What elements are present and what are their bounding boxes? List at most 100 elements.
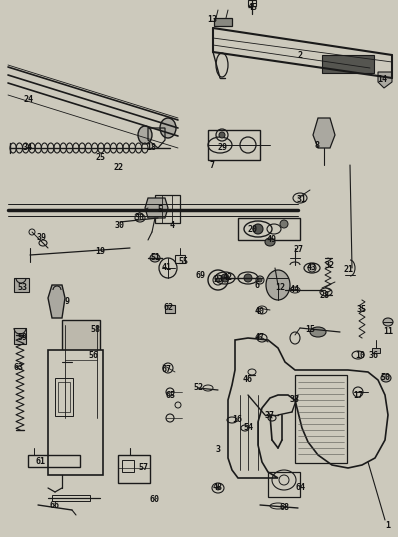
Text: 59: 59 [17, 333, 27, 343]
Ellipse shape [216, 486, 220, 490]
Text: 69: 69 [195, 271, 205, 279]
Text: 36: 36 [369, 351, 379, 359]
Text: 13: 13 [207, 16, 217, 25]
Bar [372, 348, 380, 353]
Bar [155, 195, 180, 223]
Text: 55: 55 [178, 258, 188, 266]
Text: 42: 42 [223, 273, 233, 282]
Polygon shape [48, 285, 65, 318]
Text: 45: 45 [248, 4, 258, 12]
Text: 56: 56 [88, 351, 98, 359]
Bar [48, 350, 103, 475]
Ellipse shape [244, 274, 252, 282]
Text: 16: 16 [232, 416, 242, 425]
Bar [58, 382, 70, 412]
Text: 14: 14 [377, 76, 387, 84]
Ellipse shape [265, 238, 275, 246]
Polygon shape [313, 118, 335, 148]
Ellipse shape [221, 274, 229, 282]
Ellipse shape [138, 126, 152, 144]
Bar [248, 0, 256, 6]
Text: 44: 44 [290, 286, 300, 294]
Text: 9: 9 [64, 297, 70, 307]
Text: 40: 40 [255, 308, 265, 316]
Text: 65: 65 [165, 390, 175, 400]
Ellipse shape [381, 374, 391, 382]
Ellipse shape [308, 264, 316, 272]
Text: 19: 19 [95, 248, 105, 257]
Ellipse shape [253, 224, 263, 234]
Text: 34: 34 [23, 143, 33, 153]
Text: 4: 4 [170, 221, 174, 229]
Polygon shape [145, 198, 168, 218]
Text: 60: 60 [150, 496, 160, 504]
Text: 57: 57 [138, 463, 148, 473]
Text: 61: 61 [35, 458, 45, 467]
Ellipse shape [280, 220, 288, 228]
Text: 1: 1 [386, 520, 390, 529]
Bar [72, 358, 78, 366]
Text: 48: 48 [213, 483, 223, 492]
Text: 22: 22 [113, 163, 123, 172]
Text: 41: 41 [162, 264, 172, 272]
Bar [175, 255, 185, 263]
Bar [208, 130, 260, 160]
Text: 30: 30 [115, 221, 125, 229]
Ellipse shape [383, 318, 393, 326]
Text: 49: 49 [267, 236, 277, 244]
Ellipse shape [310, 327, 326, 337]
Ellipse shape [150, 254, 160, 262]
Text: 38: 38 [135, 214, 145, 222]
Text: 67: 67 [162, 366, 172, 374]
Ellipse shape [258, 278, 262, 282]
Text: 24: 24 [23, 96, 33, 105]
Text: 12: 12 [275, 284, 285, 293]
Bar [322, 55, 374, 73]
Text: 7: 7 [209, 161, 215, 170]
Text: 53: 53 [17, 284, 27, 293]
Text: 35: 35 [357, 306, 367, 315]
Text: 20: 20 [248, 226, 258, 235]
Text: 11: 11 [383, 328, 393, 337]
Text: 33: 33 [290, 395, 300, 404]
Text: 31: 31 [297, 195, 307, 205]
Bar [28, 455, 80, 467]
Text: 62: 62 [163, 303, 173, 313]
Text: 6: 6 [254, 280, 259, 289]
Ellipse shape [219, 132, 225, 138]
Text: 51: 51 [150, 253, 160, 263]
Text: 47: 47 [255, 333, 265, 343]
Text: 15: 15 [305, 325, 315, 335]
Text: 27: 27 [293, 245, 303, 255]
Text: 23: 23 [213, 275, 223, 285]
Text: 28: 28 [320, 291, 330, 300]
Text: 54: 54 [243, 424, 253, 432]
Bar [52, 495, 90, 501]
Text: 64: 64 [295, 483, 305, 492]
Text: 32: 32 [325, 260, 335, 270]
Bar [238, 218, 300, 240]
Bar [214, 18, 232, 26]
Bar [14, 278, 29, 292]
Text: 2: 2 [297, 50, 302, 60]
Text: 50: 50 [380, 374, 390, 382]
Text: 5: 5 [158, 206, 162, 214]
Bar [14, 328, 26, 344]
Bar [295, 375, 347, 463]
Bar [55, 378, 73, 416]
Bar [62, 320, 100, 420]
Text: 58: 58 [90, 325, 100, 335]
Text: 63: 63 [13, 364, 23, 373]
Text: 18: 18 [146, 143, 156, 153]
Ellipse shape [160, 118, 176, 138]
Text: 10: 10 [355, 351, 365, 359]
Text: 39: 39 [37, 234, 47, 243]
Ellipse shape [216, 278, 220, 282]
Bar [122, 460, 134, 472]
Text: 66: 66 [50, 500, 60, 510]
Polygon shape [378, 72, 392, 88]
Text: 21: 21 [343, 265, 353, 274]
Bar [165, 305, 175, 313]
Text: 52: 52 [193, 383, 203, 393]
Text: 29: 29 [217, 143, 227, 153]
